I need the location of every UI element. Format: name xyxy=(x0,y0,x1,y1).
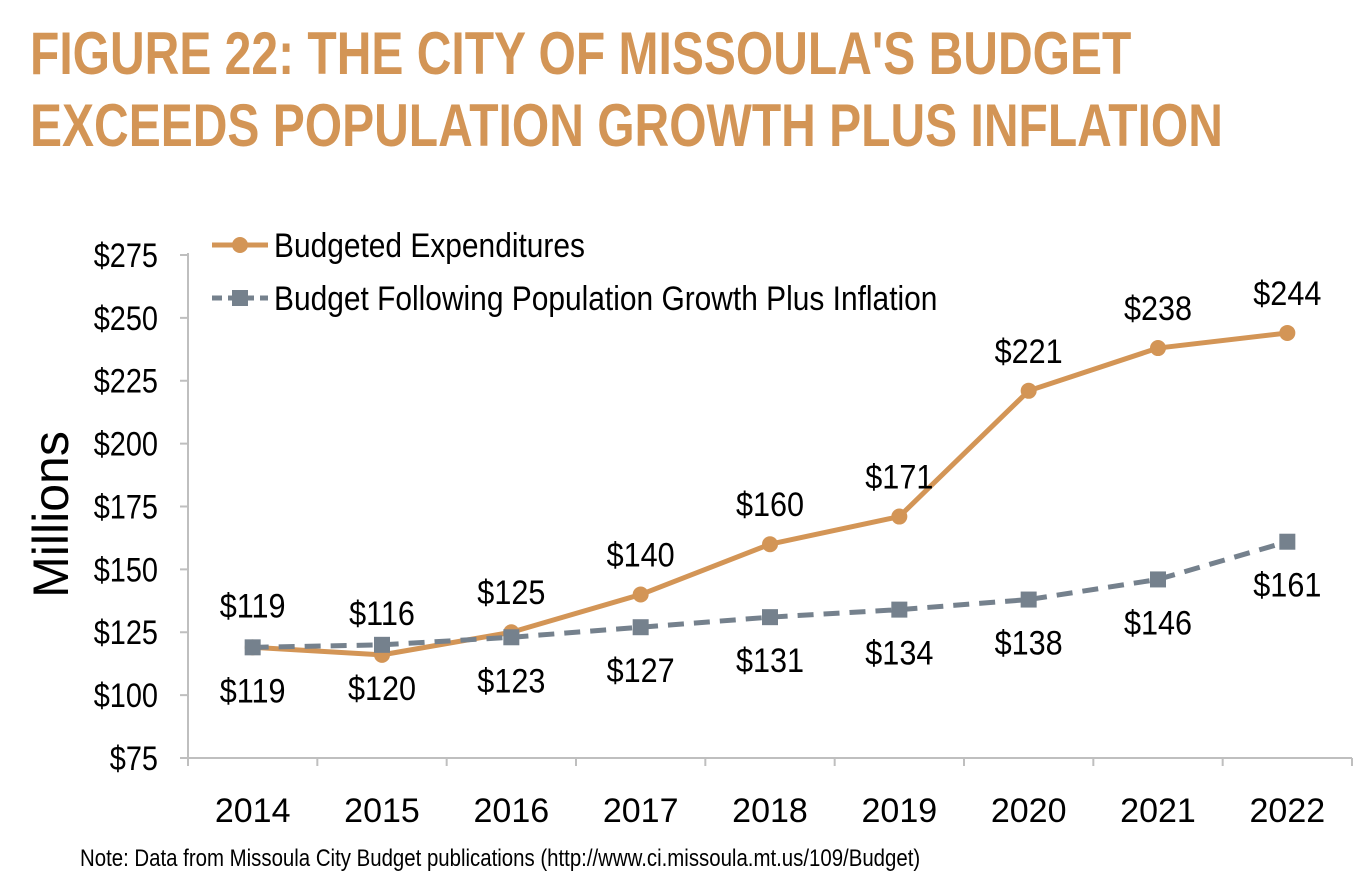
data-label-budgeted: $119 xyxy=(220,587,286,625)
y-tick-label: $200 xyxy=(94,424,158,463)
legend-label-budgeted: Budgeted Expenditures xyxy=(274,226,585,264)
title-line-1: FIGURE 22: THE CITY OF MISSOULA'S BUDGET xyxy=(30,20,1132,87)
y-axis-title: Millions xyxy=(23,431,79,598)
title-line-2: EXCEEDS POPULATION GROWTH PLUS INFLATION xyxy=(30,92,1223,159)
point-budgeted xyxy=(891,508,908,525)
point-population xyxy=(374,636,390,653)
data-label-population: $131 xyxy=(736,642,804,680)
data-label-budgeted: $238 xyxy=(1124,290,1192,328)
x-tick-label: 2014 xyxy=(215,792,291,830)
data-label-population: $138 xyxy=(995,624,1063,662)
data-label-population: $146 xyxy=(1124,604,1192,642)
data-label-population: $123 xyxy=(477,662,545,700)
x-tick-label: 2016 xyxy=(474,792,550,830)
series-line-population xyxy=(252,539,1289,650)
y-tick-label: $125 xyxy=(94,613,158,652)
data-label-budgeted: $116 xyxy=(349,594,415,632)
point-population xyxy=(503,629,520,646)
data-label-budgeted: $140 xyxy=(607,536,675,574)
data-label-population: $119 xyxy=(220,672,286,710)
data-label-population: $120 xyxy=(348,669,416,707)
data-label-budgeted: $171 xyxy=(865,458,933,496)
point-budgeted xyxy=(632,586,649,603)
y-tick-label: $250 xyxy=(94,299,158,338)
legend-marker-population xyxy=(232,290,248,306)
x-tick-label: 2018 xyxy=(732,792,808,830)
y-tick-label: $150 xyxy=(94,550,158,589)
point-population xyxy=(632,619,649,636)
x-tick-label: 2017 xyxy=(603,792,679,830)
point-budgeted xyxy=(1020,382,1037,399)
point-population xyxy=(891,601,908,618)
data-label-budgeted: $125 xyxy=(477,574,545,612)
chart-title: FIGURE 22: THE CITY OF MISSOULA'S BUDGET… xyxy=(30,18,1223,162)
y-tick-label: $275 xyxy=(94,236,158,275)
legend-marker-budgeted xyxy=(232,237,248,253)
point-budgeted xyxy=(1150,340,1166,357)
data-label-budgeted: $221 xyxy=(995,332,1063,370)
y-tick-label: $75 xyxy=(110,739,158,778)
data-label-population: $127 xyxy=(607,652,675,690)
data-label-budgeted: $244 xyxy=(1253,274,1321,312)
x-tick-label: 2019 xyxy=(862,792,938,830)
x-tick-label: 2021 xyxy=(1120,792,1196,830)
x-tick-label: 2022 xyxy=(1250,792,1326,830)
point-population xyxy=(1020,591,1037,608)
data-label-population: $134 xyxy=(865,634,933,672)
point-population xyxy=(1150,571,1166,588)
point-population xyxy=(244,639,261,656)
data-label-budgeted: $160 xyxy=(736,486,804,524)
point-budgeted xyxy=(1279,324,1296,341)
x-tick-label: 2020 xyxy=(991,792,1067,830)
point-population xyxy=(1279,533,1296,550)
y-tick-label: $175 xyxy=(94,487,158,526)
data-label-population: $161 xyxy=(1253,566,1321,604)
x-tick-label: 2015 xyxy=(344,792,420,830)
y-tick-label: $225 xyxy=(94,362,158,401)
legend-label-population: Budget Following Population Growth Plus … xyxy=(274,279,937,317)
y-tick-label: $100 xyxy=(94,676,158,715)
source-note: Note: Data from Missoula City Budget pub… xyxy=(80,845,921,872)
point-population xyxy=(762,609,778,626)
point-budgeted xyxy=(762,536,778,553)
